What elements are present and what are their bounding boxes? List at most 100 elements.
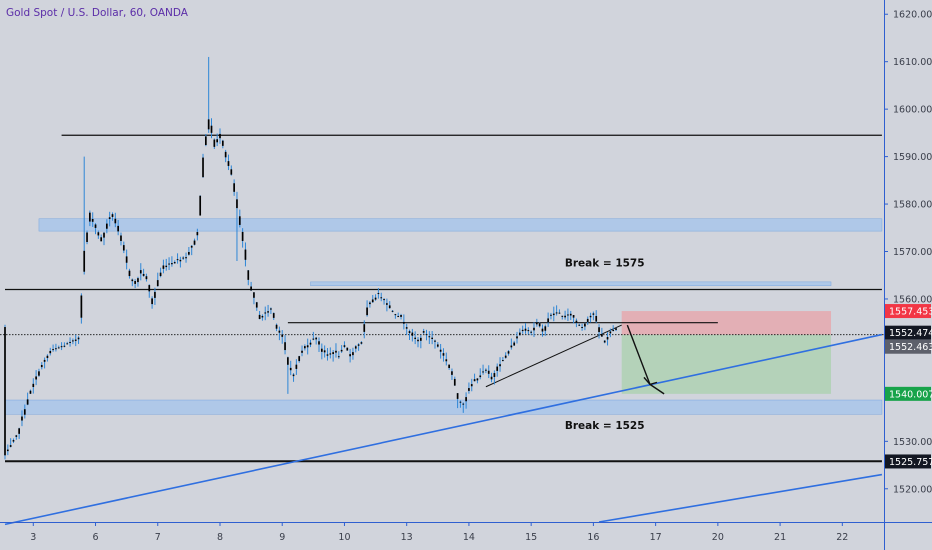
candle-body (162, 265, 165, 269)
stop-loss-zone[interactable] (621, 311, 832, 335)
candle-body (442, 353, 445, 356)
candle-body (527, 330, 530, 332)
candle-body (227, 161, 230, 166)
candle-body (148, 285, 151, 292)
annotation-label: Break = 1575 (565, 258, 645, 270)
time-tick-label: 22 (836, 532, 848, 543)
candle-body (122, 245, 125, 251)
support-resistance-zone[interactable] (310, 281, 832, 286)
candle-body (569, 313, 572, 316)
candle-body (320, 348, 323, 352)
candle-body (69, 341, 71, 343)
support-price-tag: 1525.757 (889, 457, 932, 468)
lines-layer (0, 134, 884, 526)
candle-body (564, 315, 566, 318)
candle-body (301, 350, 303, 353)
candle-body (52, 349, 54, 351)
trendline[interactable] (598, 473, 883, 523)
candle-body (182, 257, 185, 259)
candle-body (572, 315, 575, 318)
candle-body (575, 320, 578, 323)
time-axis[interactable]: 3 6 7 8 9 10 13 14 15 16 17 20 21 22 (30, 522, 848, 543)
candle-body (352, 352, 354, 356)
candle-body (516, 336, 518, 339)
price-tick-label: 1610.000 (893, 57, 932, 68)
stop-price-tag: 1557.453 (889, 307, 932, 318)
support-price-tag-bg (885, 454, 931, 469)
candle-body (581, 327, 583, 329)
candle-body (281, 334, 284, 337)
support-resistance-zone[interactable] (38, 218, 883, 232)
candle-body (40, 364, 43, 368)
candle-body (241, 231, 244, 241)
candle-body (185, 257, 187, 259)
candle-body (295, 364, 298, 369)
time-tick-label: 6 (92, 532, 98, 543)
candle-body (267, 311, 269, 313)
candle-body (57, 347, 60, 349)
candle-body (598, 327, 600, 333)
price-axis[interactable]: 1520.0001530.0001540.0001550.0001560.000… (884, 10, 932, 496)
candle-body (465, 397, 467, 402)
candle-body (535, 322, 538, 325)
trendline[interactable] (4, 333, 883, 526)
target-price-tag-bg (885, 386, 931, 401)
candle-body (89, 212, 91, 222)
candle-body (165, 265, 168, 268)
candle-body (278, 330, 281, 333)
candle-body (603, 340, 606, 343)
candle-body (238, 216, 241, 225)
candle-body (188, 251, 190, 255)
candle-body (490, 376, 493, 380)
candle-body (176, 259, 179, 261)
candle-body (524, 328, 527, 331)
price-tick-label: 1580.000 (893, 200, 932, 211)
candle-body (538, 323, 541, 327)
candle-body (343, 345, 346, 347)
time-tick-label: 20 (712, 532, 724, 543)
candle-body (173, 262, 176, 264)
candle-body (552, 313, 555, 316)
candle-body (287, 357, 289, 365)
candle-body (363, 324, 366, 332)
candle-body (94, 224, 97, 228)
candle-body (66, 343, 69, 345)
candle-body (612, 329, 615, 332)
candle-body (335, 350, 337, 353)
candle-body (35, 376, 37, 380)
take-profit-zone[interactable] (621, 334, 832, 394)
candle-body (502, 360, 504, 362)
candle-body (586, 318, 589, 322)
candle-body (63, 345, 66, 347)
support-resistance-zone[interactable] (4, 399, 883, 415)
candle-body (219, 133, 221, 139)
candle-body (60, 346, 63, 348)
candle-body (394, 314, 397, 316)
candle-body (377, 293, 380, 295)
candle-body (128, 270, 131, 277)
candle-body (213, 139, 216, 147)
candle-body (445, 359, 448, 362)
candle-body (38, 371, 40, 376)
candle-body (32, 383, 35, 388)
candle-body (530, 331, 533, 333)
zones-layer (4, 218, 883, 415)
candle-body (46, 355, 49, 359)
time-tick-label: 17 (650, 532, 662, 543)
candle-body (55, 348, 57, 350)
candle-body (380, 297, 383, 299)
current-price-tag: 1552.474 (889, 328, 932, 339)
candle-body (12, 440, 15, 442)
candle-body (108, 217, 111, 219)
candle-body (306, 345, 309, 348)
candle-body (111, 214, 114, 217)
candle-body (131, 279, 134, 282)
candle-body (371, 299, 374, 303)
candle-body (255, 302, 258, 308)
candle-body (555, 312, 558, 314)
plot-area[interactable] (0, 0, 884, 522)
candle-body (533, 327, 535, 331)
candle-body (224, 151, 227, 158)
